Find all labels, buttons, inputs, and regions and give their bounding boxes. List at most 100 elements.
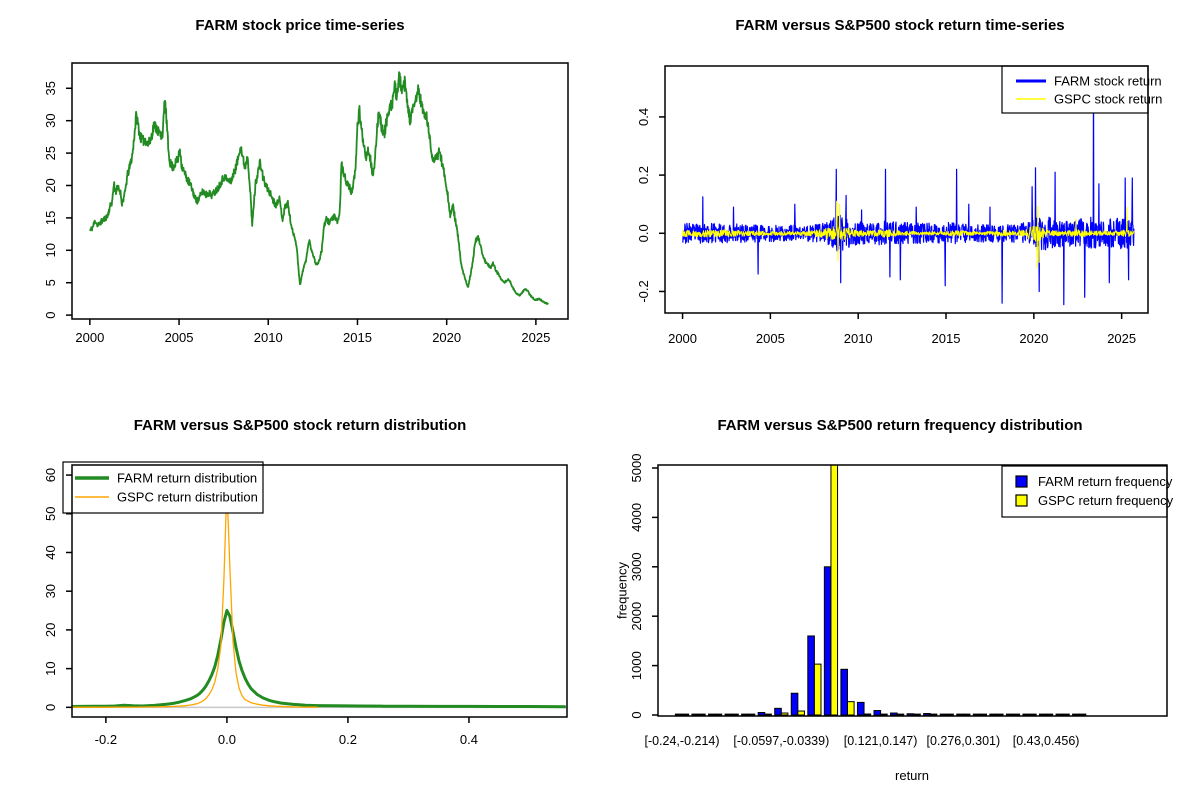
farm-bar	[840, 668, 848, 716]
farm-bar	[807, 635, 815, 716]
gspc-bar	[929, 713, 938, 716]
gspc-bar	[946, 713, 954, 716]
farm-bar	[774, 707, 782, 716]
y-tick-label: 5	[43, 279, 58, 286]
farm-bar	[1055, 713, 1064, 716]
legend-label: FARM stock return	[1054, 74, 1162, 89]
farm-bar	[873, 710, 882, 716]
price-line	[89, 71, 549, 305]
x-tick-label: 2025	[1107, 331, 1136, 346]
farm-bar	[906, 713, 915, 716]
legend-label: FARM return distribution	[117, 471, 257, 486]
gspc-bar	[995, 713, 1004, 716]
x-tick-label: 0.0	[218, 732, 236, 747]
farm-bar	[939, 713, 948, 716]
legend-swatch	[1015, 475, 1028, 488]
farm-bar	[724, 713, 733, 716]
y-tick-label: 0.4	[636, 108, 651, 126]
x-tick-label: 2010	[844, 331, 873, 346]
farm-bar	[674, 713, 683, 716]
y-tick-label: 35	[43, 81, 58, 95]
panel-price: 2000 2005 2010 2015 2020 2025 0 5 10 15 20 25 30 35 F…	[0, 0, 600, 400]
farm-bar	[956, 713, 964, 716]
gspc-bar	[1045, 713, 1054, 716]
x-tick-label: 2015	[932, 331, 961, 346]
farm-bar	[890, 712, 898, 716]
gspc-bar	[813, 663, 822, 716]
farm-bar	[823, 566, 832, 716]
legend-box	[62, 461, 264, 514]
returns-chart: FARM stock return GSPC stock return 2000 20…	[636, 65, 1162, 346]
farm-bar	[790, 692, 799, 716]
farm-bar	[1072, 713, 1080, 716]
y-tick-label: 0.0	[636, 224, 651, 242]
gspc-bar	[714, 713, 723, 716]
density-title: FARM versus S&P500 stock return distribu…	[133, 417, 467, 434]
x-tick-label: 2010	[254, 330, 283, 345]
returns-title: FARM versus S&P500 stock return time-ser…	[735, 17, 1065, 34]
histogram-title: FARM versus S&P500 return frequency dist…	[717, 417, 1083, 434]
legend-box	[1001, 465, 1168, 518]
bin-label: [-0.0597,-0.0339)	[733, 734, 829, 748]
x-tick-label: -0.2	[95, 732, 117, 747]
histogram-chart: FARM return frequency GSPC return frequen…	[629, 454, 1174, 748]
y-tick-label: 20	[43, 623, 58, 637]
gspc-bar	[780, 712, 789, 716]
x-tick-label: 2000	[75, 330, 104, 345]
y-tick-label: 2000	[629, 602, 644, 631]
y-tick-label: 0.2	[636, 166, 651, 184]
gspc-density-line	[72, 486, 318, 708]
panel-histogram: FARM return frequency GSPC return frequen…	[600, 400, 1200, 800]
farm-bar	[1005, 713, 1014, 716]
y-tick-label: 0	[43, 311, 58, 318]
gspc-bar	[747, 713, 756, 716]
gspc-bar	[847, 701, 855, 716]
y-tick-label: 30	[43, 584, 58, 598]
y-tick-label: 50	[43, 507, 58, 521]
legend-label: GSPC stock return	[1054, 92, 1162, 107]
y-tick-label: 20	[43, 178, 58, 192]
farm-bar	[1022, 713, 1031, 716]
gspc-bar	[979, 713, 987, 716]
gspc-return-line	[682, 200, 1135, 269]
y-tick-label: -0.2	[636, 280, 651, 302]
x-tick-label: 2020	[1019, 331, 1048, 346]
y-tick-label: 40	[43, 545, 58, 559]
gspc-bar	[880, 713, 888, 716]
bin-label: [0.121,0.147)	[844, 734, 918, 748]
plot-box	[664, 65, 1149, 314]
panel-returns: FARM stock return GSPC stock return 2000 20…	[600, 0, 1200, 400]
gspc-bar	[698, 713, 706, 716]
legend-box	[1001, 65, 1149, 114]
gspc-bar	[896, 713, 905, 716]
histogram-ylabel: frequency	[614, 561, 630, 620]
gspc-bar	[797, 710, 805, 716]
y-tick-label: 10	[43, 661, 58, 675]
gspc-bar	[863, 713, 872, 716]
gspc-bar	[681, 713, 690, 716]
gspc-bar	[1062, 713, 1070, 716]
y-tick-label: 3000	[629, 552, 644, 581]
x-tick-label: 2025	[521, 330, 550, 345]
farm-bar	[989, 713, 997, 716]
y-tick-label: 1000	[629, 651, 644, 680]
y-tick-label: 4000	[629, 503, 644, 532]
bin-label: [0.43,0.456)	[1013, 734, 1080, 748]
gspc-bar	[731, 713, 739, 716]
y-tick-label: 25	[43, 146, 58, 160]
farm-bar	[856, 701, 865, 716]
bin-label: [-0.24,-0.214)	[644, 734, 719, 748]
plot-box	[71, 62, 569, 320]
x-tick-label: 2005	[165, 330, 194, 345]
y-tick-label: 15	[43, 211, 58, 225]
density-chart: FARM return distribution GSPC return dist…	[43, 461, 568, 747]
farm-return-line	[682, 71, 1135, 306]
gspc-bar	[830, 464, 839, 716]
y-tick-label: 5000	[629, 454, 644, 483]
farm-bar	[741, 713, 749, 716]
gspc-bar	[913, 713, 921, 716]
y-tick-label: 0	[43, 704, 58, 711]
legend-label: GSPC return frequency	[1038, 493, 1174, 508]
